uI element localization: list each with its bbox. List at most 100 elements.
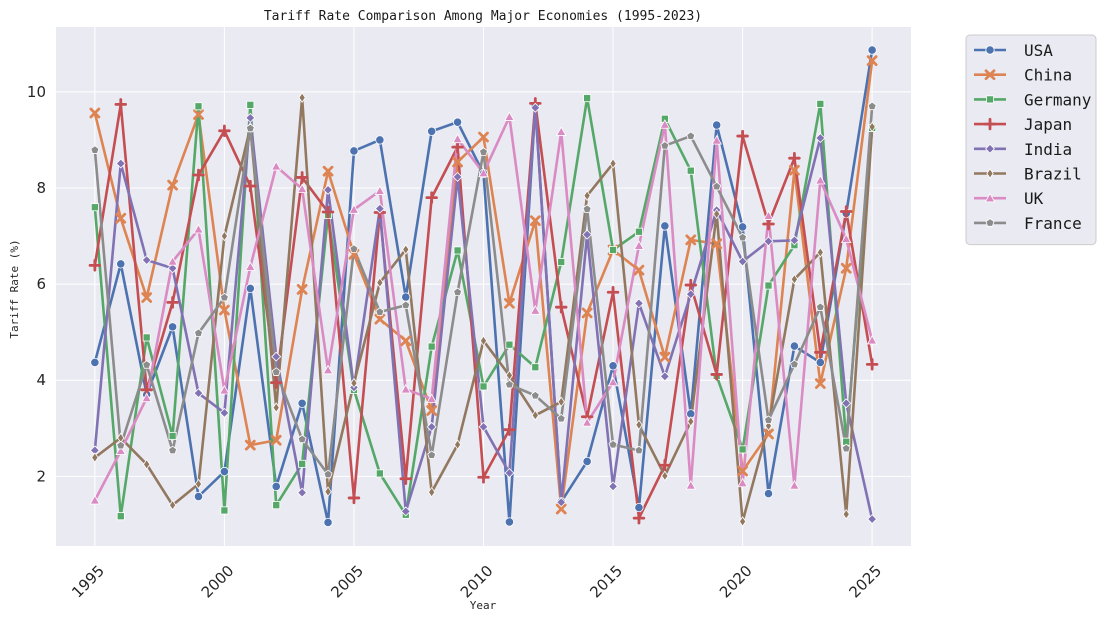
data-point-usa [116, 259, 126, 269]
data-point-usa [452, 117, 463, 127]
data-point-japan [632, 511, 646, 525]
data-point-china [478, 131, 489, 143]
data-point-france [479, 147, 488, 156]
data-point-brazil [557, 396, 565, 408]
data-point-germany [764, 281, 773, 290]
data-point-france [375, 307, 385, 316]
legend-item-germany: Germany [974, 90, 1092, 109]
data-point-germany [453, 246, 462, 255]
data-point-germany [272, 501, 281, 510]
data-point-india [452, 171, 463, 182]
data-point-japan [503, 423, 516, 436]
data-point-brazil [583, 190, 591, 202]
data-point-brazil [868, 121, 876, 133]
data-point-china [659, 351, 671, 363]
data-point-china [529, 215, 541, 227]
legend-label: India [1024, 140, 1072, 159]
data-point-japan [269, 376, 283, 389]
data-point-china [296, 283, 308, 295]
data-point-india [763, 236, 774, 247]
series-markers-uk [89, 111, 878, 505]
data-point-france [323, 469, 333, 479]
data-point-india [504, 467, 515, 478]
data-point-china [581, 307, 593, 319]
data-point-germany [557, 258, 566, 266]
data-point-uk [685, 480, 697, 490]
data-point-uk [763, 210, 774, 220]
legend-swatch-marker [985, 45, 995, 55]
legend-swatch-marker [986, 168, 994, 179]
data-point-india [141, 255, 152, 266]
data-point-brazil [687, 416, 695, 427]
data-point-usa [660, 221, 670, 231]
data-point-japan [684, 278, 698, 292]
data-point-india [478, 421, 489, 432]
data-point-india [815, 133, 826, 143]
legend: USA China Germany Japan India Brazil UK France [965, 34, 1097, 246]
legend-frame [965, 34, 1097, 246]
y-axis-title: Tariff Rate (%) [8, 239, 21, 338]
data-point-japan [166, 296, 179, 309]
legend-item-india: India [974, 140, 1072, 159]
data-point-india [426, 421, 437, 432]
legend-swatch-marker [985, 218, 995, 227]
series-markers [88, 45, 879, 528]
data-point-usa [167, 322, 178, 332]
data-point-brazil [350, 377, 358, 389]
data-point-india [633, 298, 644, 309]
data-point-china [270, 434, 282, 446]
data-point-brazil [143, 458, 151, 470]
data-point-china [711, 238, 723, 250]
data-point-germany [375, 469, 384, 478]
data-point-japan [114, 98, 128, 111]
data-point-uk [219, 384, 230, 395]
data-point-france [608, 439, 618, 449]
y-tick-label: 6 [36, 275, 46, 293]
data-point-uk [193, 223, 204, 234]
x-tick-label: 2000 [198, 562, 238, 602]
data-point-china [219, 304, 230, 316]
data-point-france [142, 360, 152, 369]
data-point-japan [425, 191, 438, 204]
data-point-china [115, 212, 127, 224]
legend-swatch-marker [984, 192, 996, 203]
data-point-japan [814, 346, 827, 359]
legend-label: Japan [1024, 115, 1072, 134]
data-point-india [867, 514, 878, 525]
data-point-uk [141, 392, 152, 403]
data-point-japan [477, 471, 490, 484]
data-point-uk [530, 305, 541, 315]
data-point-india [789, 235, 800, 246]
data-point-india [608, 481, 619, 492]
data-point-china [374, 313, 386, 325]
data-point-usa [323, 517, 333, 528]
data-point-usa [815, 357, 825, 368]
data-point-brazil [298, 92, 306, 103]
data-point-germany [246, 100, 255, 109]
data-point-japan [321, 205, 335, 219]
data-point-germany [116, 512, 125, 521]
data-point-usa [193, 491, 204, 502]
data-point-china [763, 428, 774, 440]
data-point-usa [245, 283, 255, 294]
data-point-france [168, 445, 178, 455]
data-point-brazil [479, 335, 488, 347]
series-markers-india [89, 102, 878, 525]
legend-item-japan: Japan [974, 115, 1072, 134]
data-point-india [737, 256, 748, 267]
data-point-india [271, 351, 282, 362]
legend-swatch-marker [984, 69, 996, 81]
chart-title: Tariff Rate Comparison Among Major Econo… [264, 9, 702, 24]
data-point-france [116, 440, 126, 450]
data-point-france [738, 232, 748, 242]
y-tick-label: 8 [36, 179, 46, 197]
data-point-uk [711, 134, 722, 145]
data-point-uk [348, 204, 360, 214]
data-point-uk [322, 364, 334, 375]
data-point-usa [427, 126, 437, 136]
legend-item-china: China [974, 66, 1072, 85]
data-point-japan [554, 300, 568, 314]
data-point-brazil [713, 208, 721, 220]
series-markers-brazil [91, 92, 876, 527]
